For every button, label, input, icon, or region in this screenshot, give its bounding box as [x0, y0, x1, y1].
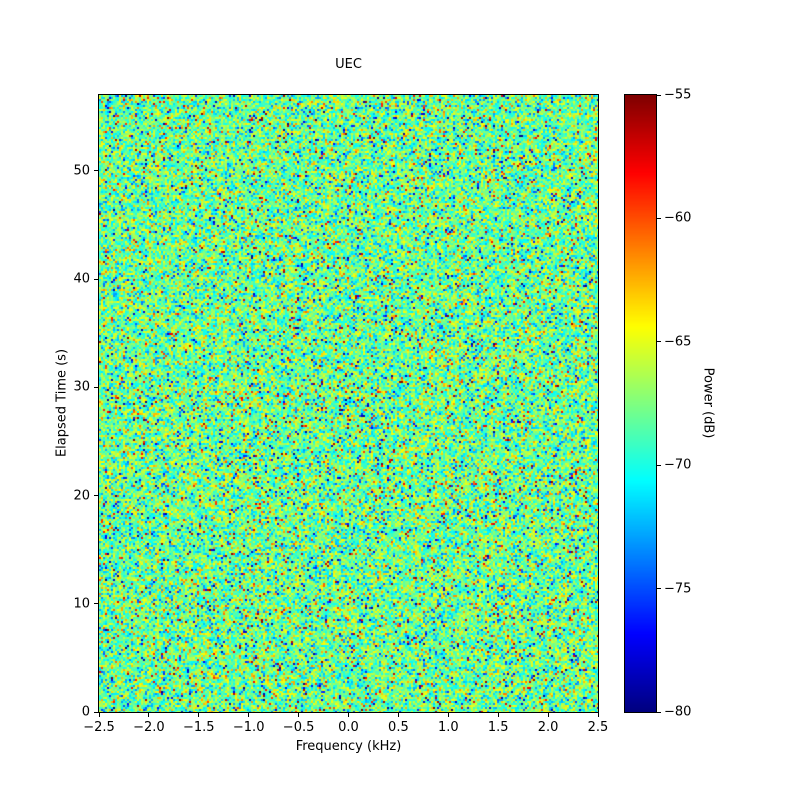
y-tick-mark [94, 711, 98, 713]
colorbar-canvas [625, 95, 656, 712]
colorbar-tick-label: −65 [664, 334, 692, 350]
x-tick-mark [497, 713, 499, 717]
colorbar-tick-mark [657, 94, 661, 96]
colorbar-tick-mark [657, 217, 661, 219]
x-tick-label: 2.0 [537, 720, 559, 735]
x-tick-label: 1.5 [487, 720, 509, 735]
x-tick-mark [148, 713, 150, 717]
y-tick-label: 30 [73, 379, 90, 395]
colorbar [624, 94, 657, 713]
x-tick-mark [447, 713, 449, 717]
x-tick-mark [348, 713, 349, 717]
colorbar-label: Power (dB) [700, 367, 716, 439]
x-tick-label: −2.0 [133, 720, 165, 735]
colorbar-tick-mark [657, 341, 661, 343]
colorbar-tick-label: −80 [664, 704, 692, 720]
x-tick-mark [397, 713, 399, 717]
y-tick-mark [94, 603, 98, 605]
x-tick-label: 0.5 [388, 720, 409, 735]
x-tick-mark [248, 713, 250, 717]
y-tick-mark [94, 386, 98, 388]
y-axis-label: Elapsed Time (s) [54, 348, 70, 458]
colorbar-tick-label: −60 [664, 210, 692, 226]
x-axis-label: Frequency (kHz) [295, 739, 402, 754]
x-tick-label: −2.5 [83, 720, 115, 735]
y-tick-label: 10 [73, 596, 90, 612]
y-tick-label: 20 [73, 488, 90, 503]
colorbar-tick-mark [657, 464, 661, 466]
x-tick-mark [198, 713, 200, 717]
colorbar-tick-mark [657, 711, 661, 713]
y-tick-mark [94, 495, 98, 496]
y-tick-mark [94, 278, 98, 280]
x-tick-mark [98, 713, 100, 717]
x-tick-label: 2.5 [587, 720, 609, 735]
x-tick-mark [597, 713, 599, 717]
x-tick-label: −0.5 [282, 720, 315, 735]
x-tick-label: 0.0 [338, 720, 359, 735]
x-tick-label: 1.0 [437, 720, 459, 735]
page-title: UEC [335, 57, 362, 72]
colorbar-tick-mark [657, 588, 661, 590]
y-tick-mark [94, 170, 98, 172]
y-tick-label: 0 [81, 704, 90, 720]
x-tick-label: −1.0 [232, 720, 265, 735]
colorbar-tick-label: −70 [664, 457, 692, 473]
x-tick-mark [547, 713, 549, 717]
heatmap-canvas [99, 95, 598, 712]
heatmap-plot-area [98, 94, 599, 713]
x-tick-label: −1.5 [183, 720, 215, 735]
x-tick-mark [298, 713, 300, 717]
y-tick-label: 50 [73, 163, 90, 179]
colorbar-tick-label: −75 [664, 581, 692, 597]
colorbar-tick-label: −55 [664, 87, 692, 103]
y-tick-label: 40 [73, 271, 90, 287]
